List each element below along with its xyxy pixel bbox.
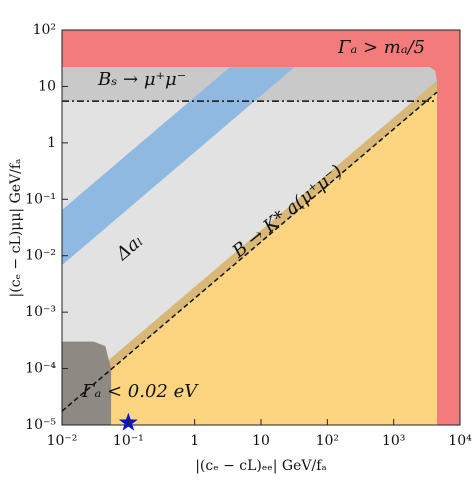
y-tick-label: 10⁻² [25,248,56,264]
x-tick-label: 10³ [382,433,405,449]
x-tick-label: 10⁻² [47,433,78,449]
region [62,80,437,412]
boundary-line [61,91,438,412]
region [62,92,437,426]
x-axis-label: |(cₑ − cL)ₑₑ| GeV/fₐ [195,458,327,474]
y-tick-label: 10² [33,22,56,38]
x-tick-label: 10² [316,433,339,449]
y-tick-label: 1 [47,135,56,151]
x-tick-label: 10⁻¹ [113,433,144,449]
x-tick-label: 10⁴ [448,433,472,449]
x-tick-label: 10 [252,433,270,449]
y-axis-label: |(cₑ − cL)μμ| GeV/fₐ [8,158,24,298]
y-tick-label: 10⁻¹ [25,191,56,207]
annotation: Γₐ > mₐ/5 [337,37,425,58]
annotation: Γₐ < 0.02 eV [81,381,199,402]
y-tick-label: 10⁻⁴ [25,361,56,377]
y-tick-label: 10 [38,78,56,94]
plot-area [61,30,460,426]
annotation: Bₛ → μ⁺μ⁻ [97,69,186,90]
y-tick-label: 10⁻³ [25,304,56,320]
x-tick-label: 1 [190,433,199,449]
region [62,341,112,425]
region [62,67,295,266]
y-tick-label: 10⁻⁵ [25,417,56,433]
